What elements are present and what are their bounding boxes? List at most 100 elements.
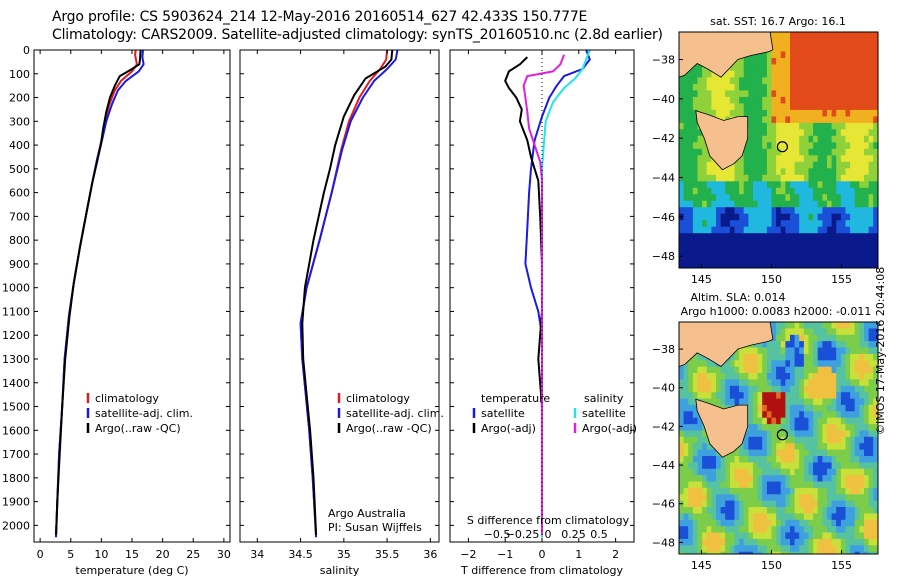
map-x-tick-label: 155 [831,273,852,286]
series-line-satellite-adj-clim- [55,50,145,538]
mainland-land [679,32,774,78]
map-x-tick-label: 150 [761,273,782,286]
sla-field [679,322,878,554]
secondary-x-tick-label: −0.25 [506,528,540,541]
x-axis-label: temperature (deg C) [75,564,188,577]
timestamp-stamp: ©IMOS 17-May-2016 20:44:08 [874,266,887,435]
y-tick-label: 500 [9,163,30,176]
secondary-x-tick-label: 0.5 [590,528,608,541]
y-tick-label: 1000 [2,282,30,295]
series-group [504,50,591,538]
secondary-x-tick-label: 0.25 [561,528,586,541]
y-tick-label: 1900 [2,496,30,509]
legend-label: Argo(..raw -QC) [95,422,181,435]
secondary-x-tick-label: 0 [545,528,552,541]
legend-label: Argo(-adj) [582,422,637,435]
y-tick-label: 1600 [2,424,30,437]
plot-title-line-1: Argo profile: CS 5903624_214 12-May-2016… [52,9,588,25]
mainland-land [679,322,774,368]
y-tick-label: 300 [9,115,30,128]
axes-frame [33,49,231,543]
y-tick-label: 1100 [2,305,30,318]
y-tick-label: 600 [9,187,30,200]
map-y-tick-label: −42 [652,132,675,145]
argo-float-marker [776,429,788,441]
y-tick-label: 800 [9,234,30,247]
legend-label: Argo(-adj) [481,422,536,435]
series-group [55,50,145,538]
axes-frame [239,49,440,543]
x-tick-label: −2 [460,548,476,561]
legend-label: satellite-adj. clim. [95,407,193,420]
sst-field [679,32,878,268]
maps-layer: 145 150 155 −38 −40 −42 −44 −46 −48 sat. SST: 16.… [652,15,879,572]
map-y-tick-label: −46 [652,498,675,511]
legend-label: satellite [481,407,525,420]
legend-label: satellite [582,407,626,420]
panel-temperature: 0 5 10 15 20 25 30 temperature (deg C) 0 100 200 30… [2,44,231,577]
x-tick-label: 2 [612,548,619,561]
secondary-x-axis-label: S difference from climatology [467,514,630,527]
x-tick-label: 34 [250,548,264,561]
map-title-line-2: Argo h1000: 0.0083 h2000: -0.011 [681,305,872,318]
series-line-s-satellite [541,50,591,538]
legend-label: climatology [346,392,410,405]
map-y-tick-label: −48 [652,250,675,263]
x-tick-label: 36 [423,548,437,561]
x-tick-label: 35.5 [375,548,400,561]
annotation-line-1: Argo Australia [328,507,406,520]
panel-salinity: 34 34.5 35 35.5 36 salinity climatology satelli… [239,49,444,577]
map-x-tick-label: 145 [691,559,712,572]
y-tick-label: 2000 [2,519,30,532]
series-line-s-argo-adj- [522,54,566,535]
x-tick-label: 20 [156,548,170,561]
map-y-tick-label: −40 [652,93,675,106]
x-axis-label: salinity [320,564,360,577]
map-title-line-1: Altim. SLA: 0.014 [690,291,785,304]
y-tick-label: 0 [23,44,30,57]
series-line-argo-raw-qc- [55,50,142,535]
tasmania-land [695,398,749,458]
legend-title-salinity: salinity [584,392,624,405]
y-tick-label: 900 [9,258,30,271]
y-tick-label: 1700 [2,448,30,461]
y-tick-label: 1400 [2,377,30,390]
series-line-t-satellite [524,50,591,538]
y-tick-label: 700 [9,210,30,223]
x-tick-label: 5 [67,548,74,561]
x-tick-label: 1 [575,548,582,561]
tasmania-land [695,110,749,171]
y-tick-label: 200 [9,92,30,105]
argo-float-marker [776,141,788,153]
y-tick-label: 100 [9,68,30,81]
map-y-tick-label: −48 [652,536,675,549]
x-tick-label: 25 [186,548,200,561]
series-line-t-argo-adj- [504,56,543,535]
x-tick-label: −1 [497,548,513,561]
x-tick-label: 15 [125,548,139,561]
x-tick-label: 34.5 [288,548,313,561]
legend-label: climatology [95,392,159,405]
map-y-tick-label: −38 [652,54,675,67]
x-tick-label: 10 [94,548,108,561]
y-tick-label: 1500 [2,401,30,414]
map-x-tick-label: 155 [831,559,852,572]
map-y-tick-label: −38 [652,343,675,356]
map-y-tick-label: −42 [652,420,675,433]
map-y-tick-label: −46 [652,211,675,224]
y-tick-label: 1800 [2,472,30,485]
legend-label: Argo(..raw -QC) [346,422,432,435]
x-tick-label: 0 [37,548,44,561]
legend-label: satellite-adj. clim. [346,407,444,420]
x-tick-label: 35 [337,548,351,561]
annotation-line-2: PI: Susan Wijffels [328,521,422,534]
plot-title-line-2: Climatology: CARS2009. Satellite-adjuste… [52,27,663,43]
map-x-tick-label: 150 [761,559,782,572]
series-line-climatology [55,50,138,538]
x-axis-label: T difference from climatology [460,564,623,577]
x-tick-label: 0 [539,548,546,561]
y-tick-label: 400 [9,139,30,152]
map-panel-1: 145 150 155 −38 −40 −42 −44 −46 −48 sat. SST: 16.… [652,15,879,286]
panel-difference: −2 −1 0 1 2 T difference from climatology temp… [449,49,637,577]
